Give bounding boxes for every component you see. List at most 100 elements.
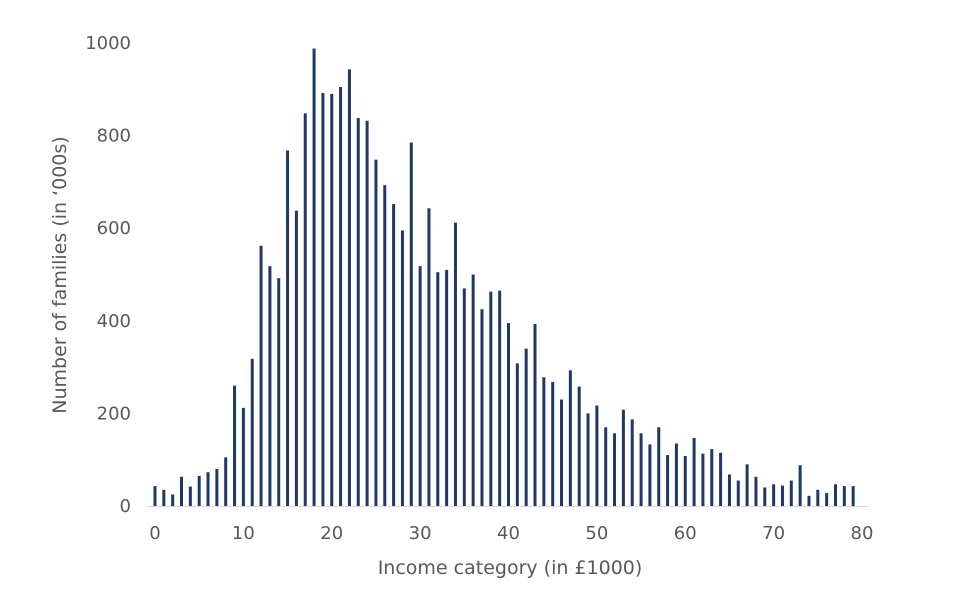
bar: [241, 407, 245, 506]
bar: [807, 495, 811, 506]
x-tick-label: 10: [232, 523, 255, 544]
x-tick-label: 0: [149, 523, 160, 544]
bar: [250, 358, 254, 506]
bar: [409, 142, 413, 507]
y-tick-label: 200: [97, 403, 131, 424]
y-tick-label: 400: [97, 311, 131, 332]
bar: [259, 245, 263, 507]
x-tick-label: 40: [497, 523, 520, 544]
bar: [507, 323, 510, 506]
y-tick-label: 600: [97, 218, 131, 239]
y-axis-ticks: 0 200 400 600 800 1000: [85, 33, 131, 517]
bar: [453, 222, 457, 506]
x-tick-label: 20: [320, 523, 343, 544]
bar: [613, 433, 617, 506]
bar: [339, 86, 343, 507]
bar: [215, 468, 219, 506]
y-tick-label: 800: [97, 126, 131, 147]
x-tick-label: 80: [851, 523, 874, 544]
bar: [374, 159, 378, 506]
bar: [568, 370, 572, 506]
bar: [674, 443, 678, 506]
bar: [471, 274, 475, 506]
bar: [745, 464, 749, 506]
bar: [772, 484, 776, 506]
bar: [666, 455, 670, 506]
bar: [418, 266, 422, 506]
bar: [754, 476, 758, 506]
bar: [630, 419, 634, 506]
bar: [445, 269, 449, 506]
bar: [383, 185, 387, 506]
bar: [551, 381, 555, 506]
bar: [312, 48, 316, 507]
x-tick-label: 30: [409, 523, 432, 544]
bar: [162, 489, 166, 506]
bar: [294, 210, 298, 507]
bar: [303, 113, 307, 506]
bar: [657, 427, 661, 506]
bar: [197, 475, 201, 506]
bar: [842, 486, 846, 506]
bars-group: [153, 48, 855, 507]
bar: [648, 444, 652, 506]
bar: [489, 291, 493, 506]
bar: [586, 413, 590, 506]
y-tick-label: 1000: [85, 33, 131, 54]
bar: [692, 437, 696, 506]
bar: [206, 472, 210, 506]
bar: [542, 377, 546, 506]
x-tick-label: 60: [674, 523, 697, 544]
bar: [180, 476, 184, 506]
x-tick-label: 70: [762, 523, 785, 544]
bar: [816, 489, 820, 506]
bar: [524, 348, 528, 506]
bar: [480, 309, 484, 506]
y-axis-title: Number of families (in ‘000s): [49, 136, 71, 413]
bar: [515, 363, 519, 506]
bar: [701, 453, 705, 506]
bar: [268, 266, 272, 506]
bar: [233, 385, 237, 506]
x-tick-label: 50: [585, 523, 608, 544]
bar: [427, 208, 431, 507]
bar: [356, 118, 360, 506]
bar: [347, 69, 351, 506]
bar: [321, 93, 325, 506]
bar: [277, 278, 281, 506]
bar: [365, 120, 369, 506]
bar: [683, 456, 687, 506]
bar: [604, 427, 608, 506]
bar: [560, 399, 564, 506]
bar: [763, 487, 767, 506]
bar: [833, 484, 837, 506]
y-tick-label: 0: [120, 496, 131, 517]
bar: [789, 480, 793, 506]
x-axis-ticks: 0 10 20 30 40 50 60 70 80: [149, 523, 873, 544]
bar: [224, 457, 228, 506]
bar: [825, 493, 829, 506]
bar: [498, 290, 502, 506]
bar: [462, 288, 466, 506]
bar: [736, 480, 740, 506]
bar: [727, 474, 731, 506]
bar: [171, 494, 175, 506]
bar: [392, 204, 396, 506]
bar: [188, 486, 192, 506]
x-axis-title: Income category (in £1000): [378, 557, 643, 579]
bar: [400, 230, 404, 506]
bar: [153, 486, 157, 506]
bar: [851, 486, 855, 506]
bar: [639, 433, 643, 506]
bar: [798, 465, 802, 506]
bar: [595, 405, 599, 506]
bar: [330, 93, 334, 507]
bar: [577, 386, 581, 506]
bar: [710, 449, 714, 506]
bar: [286, 150, 290, 507]
bar: [719, 452, 723, 506]
bar: [533, 324, 537, 506]
bar: [436, 272, 440, 506]
bar: [780, 485, 784, 506]
